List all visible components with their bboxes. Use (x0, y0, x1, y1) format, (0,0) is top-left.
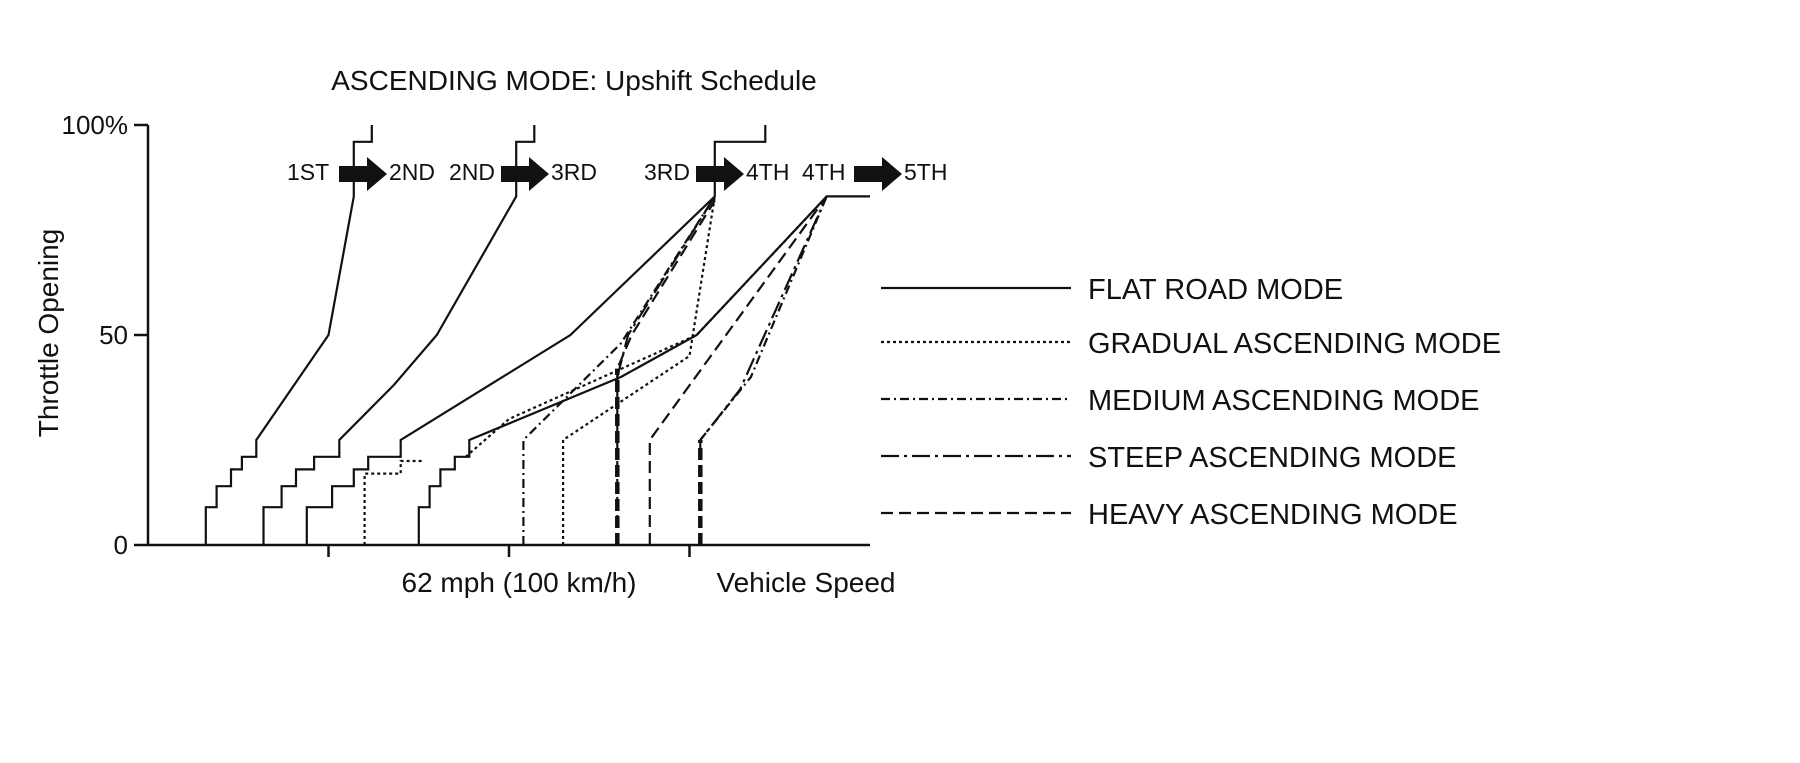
x-ticks (327, 545, 691, 557)
shift-from-label: 4TH (802, 159, 845, 185)
series-line (417, 195, 870, 545)
shift-from-label: 1ST (287, 159, 329, 185)
series-line (204, 125, 373, 545)
y-tick-label: 0 (114, 530, 128, 560)
shift-arrow-icon (696, 157, 744, 191)
series-line (699, 195, 828, 453)
x-marker-label: 62 mph (100 km/h) (402, 567, 637, 598)
legend-label: FLAT ROAD MODE (1088, 274, 1343, 306)
shift-from-label: 3RD (644, 159, 690, 185)
y-tick-label: 100% (62, 110, 129, 140)
x-axis-label: Vehicle Speed (716, 567, 895, 598)
shift-to-label: 3RD (551, 159, 597, 185)
y-ticks: 0 50 100% (62, 110, 148, 560)
shift-arrow-icon (339, 157, 387, 191)
legend: FLAT ROAD MODE GRADUAL ASCENDING MODE MEDI… (881, 274, 1501, 531)
legend-label: STEEP ASCENDING MODE (1088, 442, 1457, 474)
series-line (648, 195, 828, 545)
legend-label: MEDIUM ASCENDING MODE (1088, 385, 1480, 417)
shift-to-label: 5TH (904, 159, 947, 185)
series-lines (204, 125, 870, 545)
y-tick-label: 50 (99, 320, 128, 350)
series-line (616, 200, 716, 545)
axes (146, 125, 870, 547)
shift-labels: 1ST 2ND 2ND 3RD 3RD 4TH 4TH 5TH (287, 157, 947, 191)
shift-arrow-icon (501, 157, 549, 191)
series-line (561, 196, 716, 545)
shift-arrow-icon (854, 157, 902, 191)
legend-label: GRADUAL ASCENDING MODE (1088, 328, 1501, 360)
series-line (262, 125, 536, 545)
shift-to-label: 4TH (746, 159, 789, 185)
legend-label: HEAVY ASCENDING MODE (1088, 499, 1458, 531)
series-line (305, 125, 767, 545)
chart-title: ASCENDING MODE: Upshift Schedule (331, 65, 817, 96)
series-line (616, 195, 716, 378)
series-line (363, 459, 423, 545)
shift-to-label: 2ND (389, 159, 435, 185)
y-axis-label: Throttle Opening (33, 229, 64, 438)
shift-from-label: 2ND (449, 159, 495, 185)
series-line (699, 195, 828, 441)
